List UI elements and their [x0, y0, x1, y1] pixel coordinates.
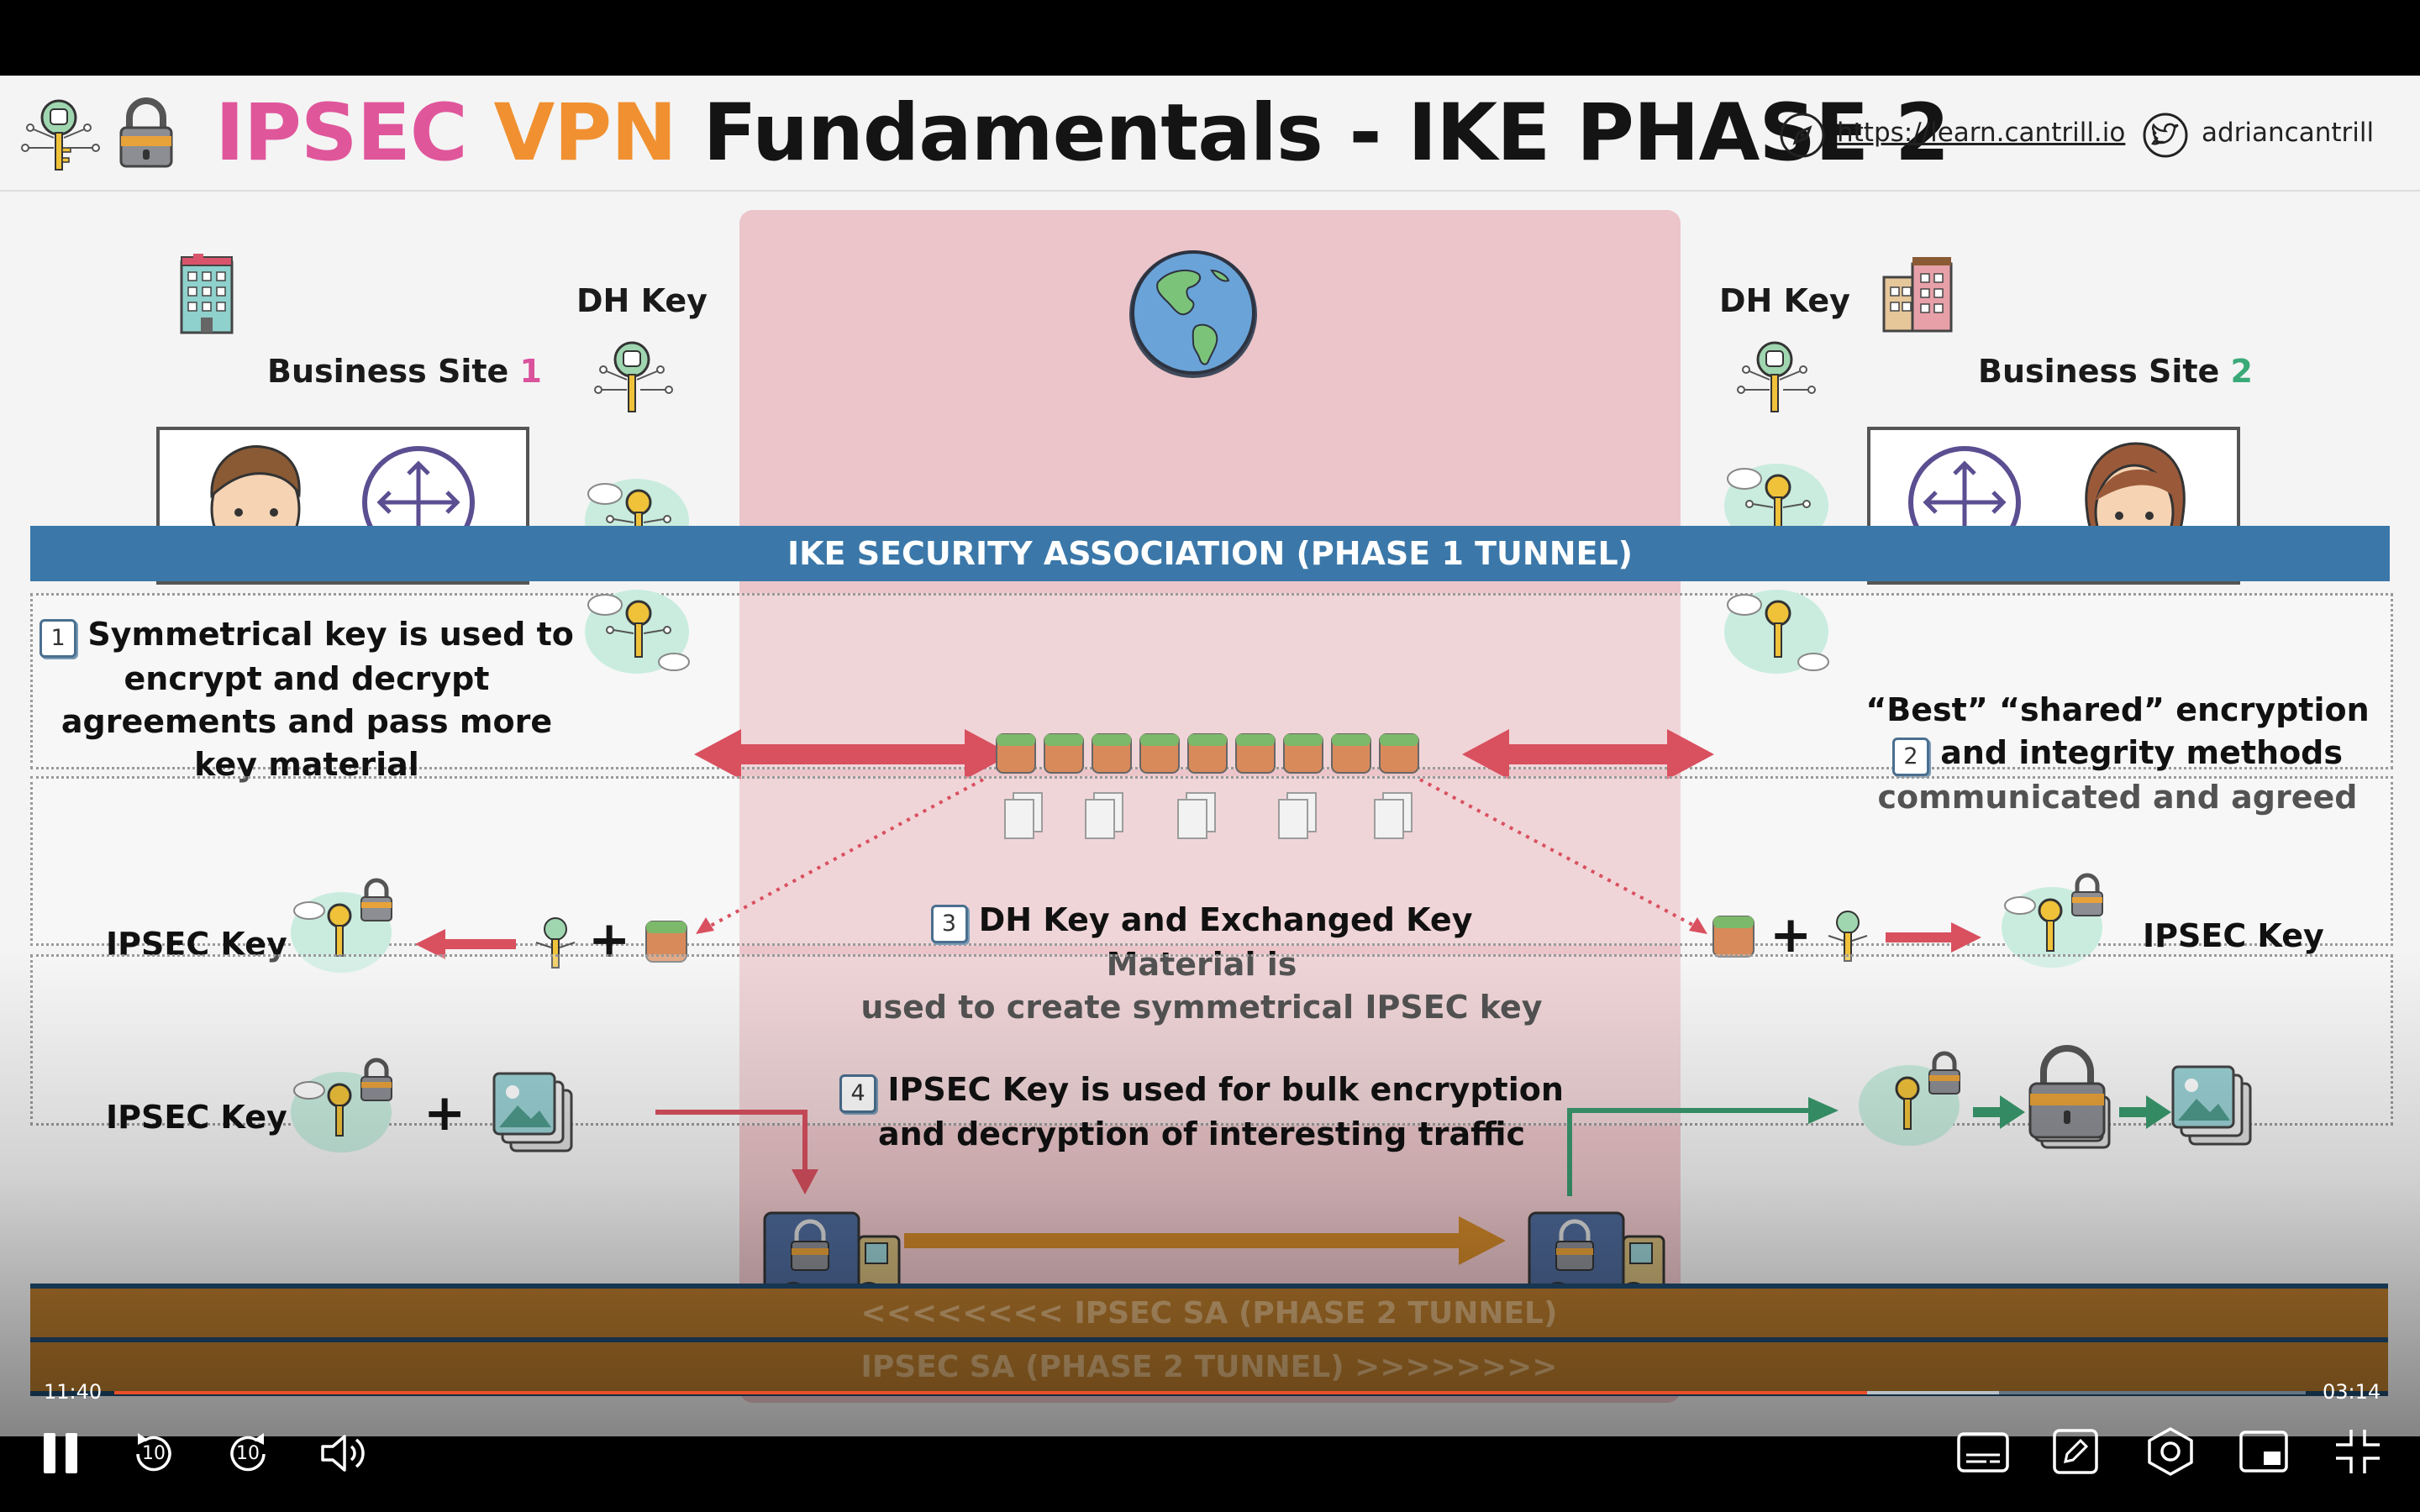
captions-icon[interactable]	[1956, 1431, 2010, 1473]
decrypted-images-icon	[2171, 1065, 2252, 1146]
step3-number: 3	[930, 905, 968, 943]
key-material-blocks	[996, 733, 1419, 839]
plus-sign-row3: +	[424, 1084, 466, 1142]
shared-key-row1-right-icon	[1724, 590, 1829, 674]
step2-line3: communicated and agreed	[1877, 779, 2358, 816]
key-logo-icon	[21, 99, 100, 171]
step1-number: 1	[39, 619, 77, 658]
ipsec-key-row3-icon	[291, 1058, 392, 1152]
building-site2-icon	[1882, 257, 1953, 333]
site2-number: 2	[2230, 353, 2253, 390]
step2-line2: and integrity methods	[1940, 734, 2344, 771]
arrow-down-to-truck	[655, 1110, 818, 1194]
rewind-10-label: 10	[142, 1443, 166, 1464]
progress-track[interactable]	[114, 1391, 2306, 1394]
step1-text: 1 Symmetrical key is used to encrypt and…	[34, 613, 580, 786]
ipsec-sa-tunnel-inbound: <<<<<<<< IPSEC SA (PHASE 2 TUNNEL)	[30, 1284, 2388, 1342]
arrow-to-ipsec-key-right	[1886, 922, 1981, 953]
pause-icon[interactable]	[39, 1430, 82, 1477]
globe-icon	[1129, 250, 1257, 378]
rewind-10-icon	[136, 1433, 171, 1472]
exit-fullscreen-icon[interactable]	[2333, 1426, 2383, 1477]
forward-10-icon	[230, 1433, 266, 1472]
ike-security-association-bar: IKE SECURITY ASSOCIATION (PHASE 1 TUNNEL…	[30, 526, 2390, 581]
site2-label: Business Site 2	[1978, 353, 2253, 390]
step1-exchange-arrows	[694, 729, 1714, 780]
dh-key-right-label: DH Key	[1719, 282, 1850, 319]
compass-icon	[1780, 113, 1825, 158]
key-material-block-right	[1712, 916, 1754, 958]
step2-text: “Best” “shared” encryption 2 and integri…	[1840, 689, 2395, 819]
orange-transfer-arrow	[904, 1216, 1506, 1265]
step2-number: 2	[1891, 738, 1929, 776]
step2-line1: “Best” “shared” encryption	[1865, 691, 2370, 728]
step4-number: 4	[839, 1074, 877, 1113]
title-rest: Fundamentals - IKE PHASE 2	[702, 87, 1950, 179]
elapsed-time: 11:40	[44, 1380, 103, 1404]
twitter-handle[interactable]: adriancantrill	[2202, 118, 2375, 148]
forward-10-button[interactable]: 10	[224, 1430, 272, 1478]
progress-bar	[114, 1391, 1868, 1394]
slide-title: IPSEC VPN Fundamentals - IKE PHASE 2	[215, 87, 1949, 179]
ipsec-key-right-label: IPSEC Key	[2143, 917, 2324, 954]
ipsec-key-decrypt-icon	[1859, 1051, 1960, 1146]
picture-in-picture-icon[interactable]	[2238, 1430, 2289, 1473]
building-site1-icon	[180, 254, 234, 334]
notes-icon[interactable]	[2052, 1428, 2099, 1475]
volume-icon[interactable]	[319, 1431, 370, 1475]
site1-number: 1	[519, 353, 542, 390]
site1-label: Business Site 1	[267, 353, 542, 390]
dh-key-left-label: DH Key	[576, 282, 708, 319]
data-images-icon	[492, 1072, 573, 1152]
ipsec-sa-tunnel-outbound: IPSEC SA (PHASE 2 TUNNEL) >>>>>>>>	[30, 1342, 2388, 1396]
settings-icon[interactable]	[2144, 1426, 2196, 1477]
website-link[interactable]: https://learn.cantrill.io	[1837, 118, 2126, 148]
dh-key-left-icon	[594, 341, 673, 412]
twitter-icon	[2143, 113, 2188, 158]
green-arrow-1	[1973, 1095, 2025, 1129]
green-arrow-2	[2119, 1095, 2171, 1129]
step3-dotted-arrows	[696, 778, 1707, 934]
arrow-up-from-truck	[1567, 1097, 1839, 1196]
title-vpn: VPN	[493, 87, 677, 179]
ipsec-key-row3-label: IPSEC Key	[106, 1099, 287, 1136]
forward-10-label: 10	[236, 1443, 260, 1464]
encrypted-data-lock-icon	[2028, 1045, 2111, 1149]
padlock-logo-icon	[119, 97, 173, 168]
header-divider	[0, 190, 2420, 192]
ipsec-key-right-icon	[2002, 873, 2103, 968]
title-ipsec: IPSEC	[215, 87, 468, 179]
rewind-10-button[interactable]: 10	[129, 1430, 178, 1478]
control-bar	[0, 1436, 2420, 1512]
remaining-time: 03:14	[2323, 1380, 2381, 1404]
slide: IPSEC VPN Fundamentals - IKE PHASE 2 htt…	[0, 76, 2420, 1436]
step4-text: 4 IPSEC Key is used for bulk encryption …	[832, 1068, 1571, 1156]
step3-row	[30, 776, 2393, 946]
dh-key-right-icon	[1737, 341, 1816, 412]
shared-key-row1-left-icon	[585, 590, 690, 674]
